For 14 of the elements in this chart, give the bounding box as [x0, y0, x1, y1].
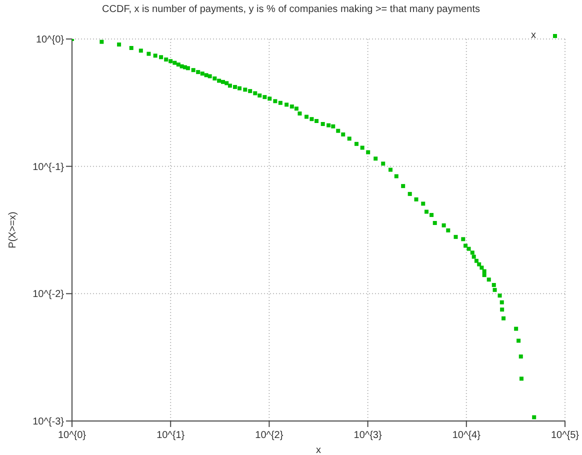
x-tick-label: 10^{5} — [550, 430, 580, 442]
y-tick-label: 10^{-2} — [32, 289, 65, 300]
y-axis-title: P(X>=x) — [8, 212, 19, 248]
x-tick-label: 10^{3} — [354, 430, 382, 442]
x-tick-label: 10^{0} — [58, 430, 87, 442]
x-axis-title: x — [316, 445, 321, 455]
y-tick-label: 10^{0} — [36, 34, 65, 46]
legend-label: x — [531, 30, 536, 41]
x-tick-label: 10^{4} — [452, 430, 482, 442]
x-tick-label: 10^{1} — [156, 430, 186, 442]
chart-title: CCDF, x is number of payments, y is % of companies making >= that many payments — [101, 4, 481, 15]
y-tick-label: 10^{-1} — [32, 162, 65, 173]
y-tick-label: 10^{-3} — [32, 416, 65, 428]
x-tick-label: 10^{2} — [255, 430, 284, 442]
